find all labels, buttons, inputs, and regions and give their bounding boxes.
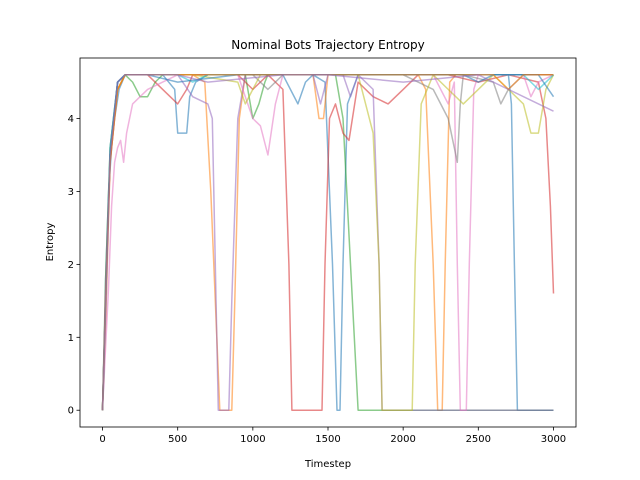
y-tick-label: 1	[68, 333, 74, 344]
x-tick-label: 2000	[390, 434, 415, 445]
x-tick-label: 3000	[541, 434, 566, 445]
x-tick-label: 500	[168, 434, 187, 445]
series-line-13	[101, 74, 554, 411]
axes-layer: 0 500 1000 1500 2000 2500 3000 0 1 2 3 4	[68, 57, 577, 445]
y-tick-label: 0	[68, 406, 74, 417]
y-axis-label: Entropy	[45, 222, 56, 261]
y-tick-label: 2	[68, 260, 74, 271]
x-axis-label: Timestep	[304, 459, 351, 470]
y-tick-label: 3	[68, 187, 74, 198]
series-line-7	[101, 74, 554, 411]
x-tick-label: 1500	[315, 434, 340, 445]
x-tick-label: 1000	[240, 434, 265, 445]
x-tick-label: 0	[99, 434, 105, 445]
series-layer	[101, 74, 555, 411]
x-tick-label: 2500	[466, 434, 491, 445]
y-tick-label: 4	[68, 114, 74, 125]
chart-title: Nominal Bots Trajectory Entropy	[231, 38, 424, 52]
